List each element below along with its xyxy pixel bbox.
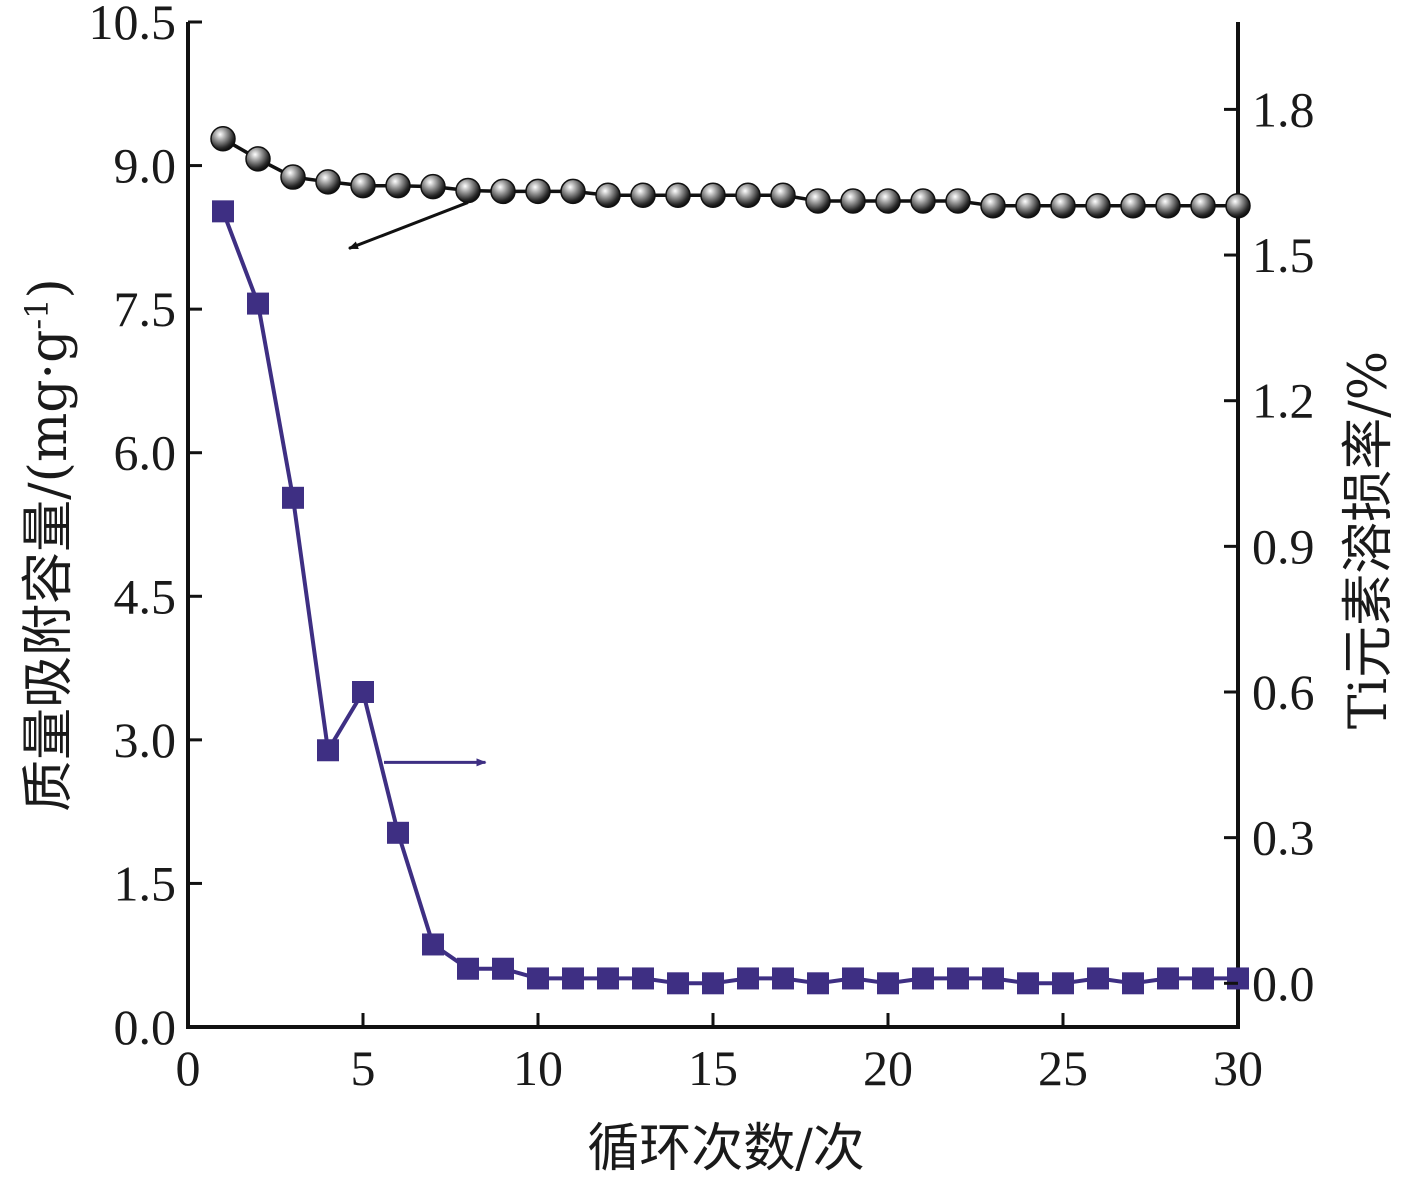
data-point-sphere [595,182,621,208]
series-markers [210,126,1251,995]
data-point-square [212,200,234,223]
data-point-sphere [1085,193,1111,219]
y-left-tick-label: 1.5 [114,855,177,911]
y-right-tick-label: 0.0 [1252,955,1315,1011]
y-left-tick-label: 4.5 [114,568,177,624]
data-point-sphere [1190,193,1216,219]
y-right-tick-label: 0.6 [1252,664,1315,720]
y-right-tick-label: 1.5 [1252,227,1315,283]
x-axis-title: 循环次数/次 [587,1119,865,1179]
data-point-square [1192,967,1214,990]
data-point-square [597,967,619,990]
data-point-square [317,739,339,762]
data-point-sphere [385,172,411,199]
data-point-sphere [1225,193,1251,219]
data-point-sphere [560,178,586,205]
data-point-square [1017,972,1039,995]
data-point-sphere [1120,193,1146,219]
data-point-sphere [980,193,1006,219]
data-point-square [877,972,899,995]
y-left-tick-label: 10.5 [89,0,177,50]
data-point-square [352,681,374,703]
data-point-sphere [735,182,761,208]
data-point-sphere [770,182,796,208]
data-point-square [1052,972,1074,995]
y-right-tick-label: 0.9 [1252,518,1315,574]
data-point-sphere [280,164,306,190]
data-point-sphere [245,146,271,172]
data-point-square [562,967,584,990]
data-point-square [282,486,304,509]
y-left-axis-title-main: 质量吸附容量/(mg·g [19,330,79,812]
data-point-sphere [630,182,656,208]
series-line-2 [221,210,1238,986]
y-left-tick-label: 9.0 [114,138,177,194]
plot-frame [186,22,1240,1029]
series-line-1 [222,137,1238,208]
data-point-square [1227,967,1249,990]
data-point-sphere [420,173,446,200]
data-point-sphere [1015,193,1041,219]
y-right-tick-label: 1.8 [1252,81,1315,137]
y-left-tick-label: 6.0 [114,425,177,481]
data-point-sphere [490,178,516,205]
data-point-square [912,967,934,990]
x-tick-label: 30 [1213,1040,1263,1096]
data-point-square [982,967,1004,990]
arrow-left-axis [348,201,469,250]
data-point-square [702,972,724,995]
data-point-square [632,967,654,990]
data-point-square [842,967,864,990]
data-point-sphere [1050,193,1076,219]
data-point-square [1122,972,1144,995]
y-left-tick-label: 7.5 [114,281,177,337]
data-point-sphere [1155,193,1181,219]
y-left-tick-label: 0.0 [114,999,177,1055]
data-point-sphere [910,188,936,214]
y-left-axis-title: 质量吸附容量/(mg·g-1) [18,278,79,812]
x-tick-label: 25 [1038,1040,1088,1096]
x-tick-label: 0 [176,1040,201,1096]
x-tick-label: 10 [513,1040,563,1096]
data-point-square [737,967,759,990]
y-right-tick-label: 0.3 [1252,810,1315,866]
data-point-square [492,957,514,980]
data-point-sphere [350,172,376,199]
y-right-axis-title: Ti元素溶损率/% [1339,351,1399,729]
data-point-sphere [665,182,691,208]
data-point-square [1087,967,1109,990]
data-point-sphere [455,177,481,204]
data-point-sphere [315,169,341,195]
data-point-sphere [525,178,551,205]
data-point-square [247,292,269,315]
x-tick-label: 15 [688,1040,738,1096]
data-point-square [457,957,479,980]
axis-ticks: 0 5 10 15 20 25 30 0.0 1.5 3.0 4.5 6.0 7.5 9.0 10.5 0.0… [89,0,1315,1096]
data-point-sphere [840,188,866,214]
data-point-sphere [805,188,831,214]
data-point-sphere [700,182,726,208]
data-point-square [947,967,969,990]
y-left-axis-title-sup: -1 [18,298,56,329]
data-point-sphere [875,188,901,214]
y-left-tick-label: 3.0 [114,712,177,768]
data-point-square [667,972,689,995]
series-arrows [348,201,487,767]
data-point-square [807,972,829,995]
data-point-sphere [210,126,236,152]
data-point-sphere [945,188,971,214]
series-lines [221,137,1238,986]
y-right-tick-label: 1.2 [1252,373,1315,429]
data-point-square [772,967,794,990]
data-point-square [527,967,549,990]
x-tick-label: 20 [863,1040,913,1096]
data-point-square [387,821,409,844]
y-left-axis-title-close: ) [19,278,79,298]
x-tick-label: 5 [351,1040,376,1096]
data-point-square [422,933,444,956]
data-point-square [1157,967,1179,990]
